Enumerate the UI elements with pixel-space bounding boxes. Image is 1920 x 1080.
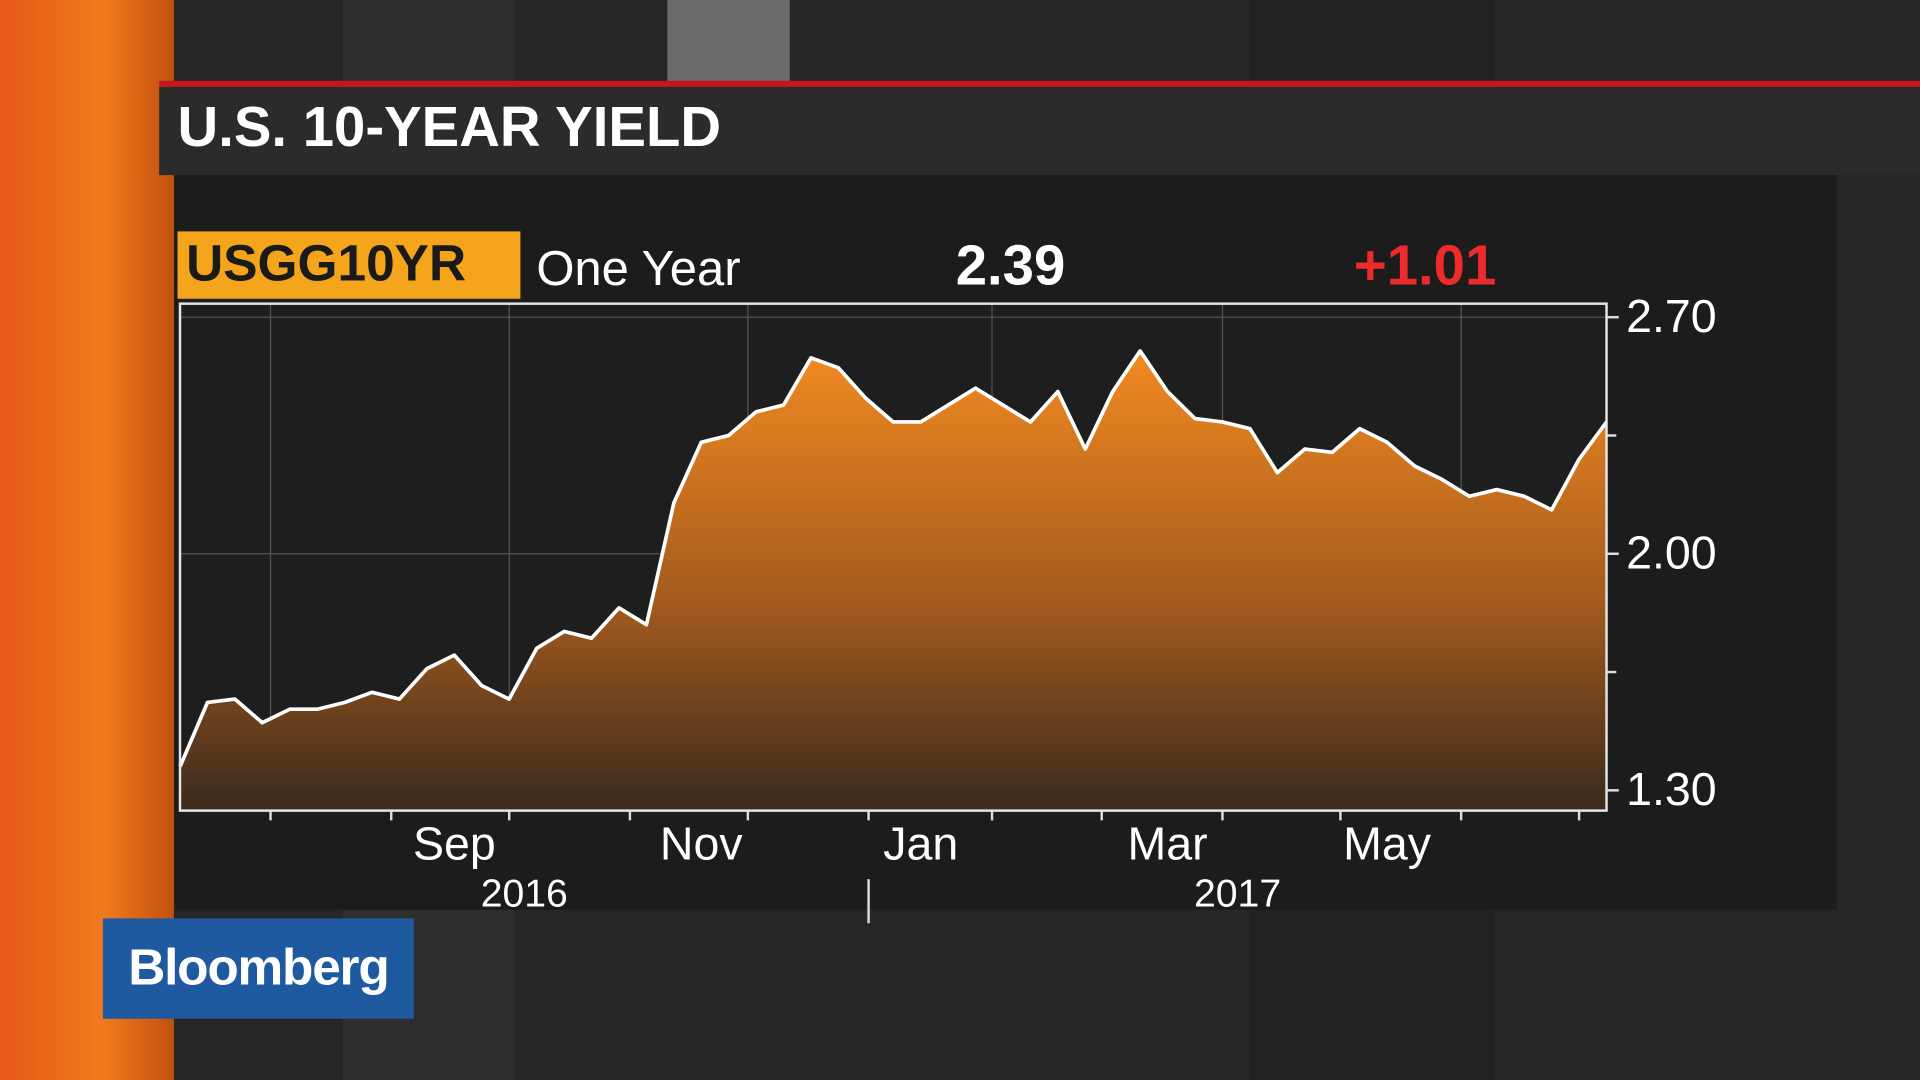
orange-side-bar <box>0 0 174 1080</box>
bg-stripe <box>667 0 790 84</box>
plot-frame <box>178 302 1608 812</box>
ticker-badge <box>177 231 521 299</box>
line <box>178 349 1609 768</box>
red-rule <box>159 80 1920 87</box>
brand: Bloomberg <box>128 938 388 996</box>
x-tick-label: Mar <box>1128 818 1208 870</box>
x-tick-label: Nov <box>660 818 743 870</box>
brand-box <box>102 918 414 1019</box>
y-tick-label: 1.30 <box>1626 763 1717 815</box>
title-bar <box>159 86 1920 176</box>
area <box>180 350 1607 811</box>
chart-title: U.S. 10-YEAR YIELD <box>178 95 721 158</box>
y-tick-label: 2.70 <box>1626 290 1717 342</box>
period: One Year <box>536 242 740 296</box>
last-value: 2.39 <box>956 233 1066 296</box>
x-group-label: 2016 <box>481 873 568 916</box>
x-tick-label: Sep <box>413 818 496 870</box>
change-value: +1.01 <box>1354 233 1497 296</box>
ticker: USGG10YR <box>186 234 466 292</box>
y-tick-label: 2.00 <box>1626 527 1717 579</box>
x-tick-label: Jan <box>883 818 958 870</box>
x-tick-label: May <box>1343 818 1432 870</box>
x-group-label: 2017 <box>1194 873 1281 916</box>
plot: 1.30 2.00 2.70 Sep Nov Jan Mar May 2016 2017 <box>178 290 1717 924</box>
